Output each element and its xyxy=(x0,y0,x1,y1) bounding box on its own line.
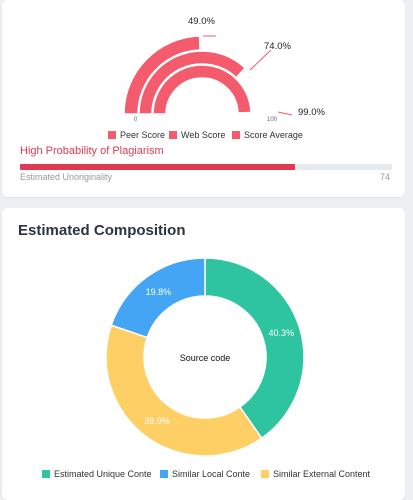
legend-swatch xyxy=(42,470,50,478)
donut-center-label: Source code xyxy=(180,353,231,363)
legend-swatch xyxy=(108,131,116,139)
gauge-web-score-label: 74.0% xyxy=(264,41,291,52)
unoriginality-value: 74 xyxy=(379,172,390,182)
donut-value-label-external: 39.9% xyxy=(144,416,170,426)
donut-slice-external[interactable] xyxy=(105,324,263,457)
legend-swatch xyxy=(261,470,269,478)
composition-legend-external[interactable]: Similar External Content xyxy=(261,469,370,479)
unoriginality-label: Estimated Unoriginality xyxy=(20,172,113,182)
donut-value-label-unique: 40.3% xyxy=(269,328,295,338)
legend-label: Similar Local Conte xyxy=(172,469,251,479)
composition-legend-local[interactable]: Similar Local Conte xyxy=(160,469,250,479)
composition-legend-unique[interactable]: Estimated Unique Conte xyxy=(42,469,152,479)
unoriginality-progress-fill xyxy=(20,164,296,170)
composition-donut-chart: 40.3% 39.9% 19.8% Source code xyxy=(105,257,305,457)
legend-swatch xyxy=(232,131,240,139)
gauge-leader-line xyxy=(249,49,272,71)
gauge-legend-web[interactable]: Web Score xyxy=(169,130,225,140)
gauge-min-label: 0 xyxy=(134,117,138,123)
donut-slice-local[interactable] xyxy=(110,257,206,339)
gauge-leader-line xyxy=(277,111,293,116)
gauge-legend-peer[interactable]: Peer Score xyxy=(108,130,165,140)
unoriginality-progress-bar xyxy=(20,164,392,170)
plagiarism-risk-title: High Probability of Plagiarism xyxy=(20,145,164,157)
originality-card: 49.0% 74.0% 99.0% 0 100 Peer Score Web S… xyxy=(2,0,405,197)
composition-title: Estimated Composition xyxy=(18,222,186,239)
gauge-arc-web[interactable] xyxy=(138,50,247,115)
score-gauge xyxy=(123,35,293,116)
donut-value-label-local: 19.8% xyxy=(146,287,172,297)
legend-label: Estimated Unique Conte xyxy=(54,469,152,479)
legend-swatch xyxy=(160,470,168,478)
legend-label: Similar External Content xyxy=(273,469,371,479)
gauge-legend-average[interactable]: Score Average xyxy=(232,130,303,140)
gauge-peer-score-label: 49.0% xyxy=(188,16,215,27)
legend-label: Score Average xyxy=(244,130,303,140)
donut-slice-unique[interactable] xyxy=(204,257,305,440)
legend-swatch xyxy=(169,131,177,139)
gauge-average-label: 99.0% xyxy=(298,107,325,118)
gauge-arc-average[interactable] xyxy=(152,64,252,115)
gauge-max-label: 100 xyxy=(267,117,278,123)
gauge-arc-peer[interactable] xyxy=(123,35,201,115)
legend-label: Peer Score xyxy=(120,130,166,140)
legend-label: Web Score xyxy=(181,130,226,140)
